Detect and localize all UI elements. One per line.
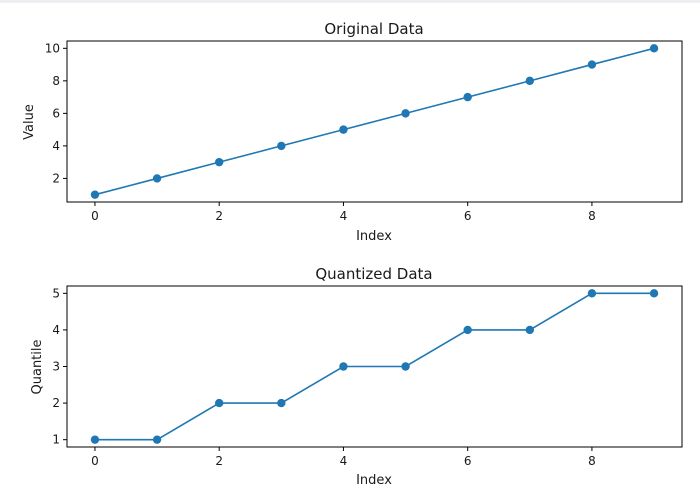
tick-group: 0 2 4 6 8 1 2 3 4 5 xyxy=(52,286,595,468)
data-point xyxy=(214,398,224,408)
tick-group: 0 2 4 6 8 2 4 6 8 10 xyxy=(45,41,596,223)
data-point xyxy=(587,60,597,69)
data-point xyxy=(90,190,100,199)
data-point xyxy=(90,435,100,444)
plot-frame xyxy=(66,285,683,448)
data-point xyxy=(401,362,410,371)
y-tick-label: 3 xyxy=(52,360,60,374)
data-point xyxy=(463,92,472,102)
y-tick-label: 4 xyxy=(52,139,60,153)
subplot-original: Original Data Index Value 0 2 4 6 8 2 4 6 8 10 xyxy=(22,20,683,244)
series-line xyxy=(94,47,655,196)
y-tick-label: 2 xyxy=(52,396,60,410)
x-axis-label: Index xyxy=(356,229,392,244)
data-point xyxy=(339,125,348,134)
y-axis-label: Value xyxy=(22,104,37,140)
x-tick-label: 2 xyxy=(215,454,223,468)
data-point xyxy=(649,289,659,298)
x-tick-label: 2 xyxy=(215,209,223,223)
data-point xyxy=(401,109,410,118)
series-group xyxy=(90,44,659,199)
data-point xyxy=(339,362,348,371)
y-tick-label: 4 xyxy=(52,323,60,337)
top-border-strip xyxy=(0,0,700,3)
y-axis-label: Quantile xyxy=(30,340,45,395)
x-tick-label: 0 xyxy=(91,209,99,223)
data-point xyxy=(152,435,162,444)
data-point xyxy=(277,398,286,408)
series-line xyxy=(94,292,655,441)
data-point xyxy=(277,141,286,151)
subplot-quantized: Quantized Data Index Quantile 0 2 4 6 8 1 2 3 4 5 xyxy=(30,265,683,488)
x-tick-label: 8 xyxy=(588,209,596,223)
data-point xyxy=(463,325,472,335)
y-tick-label: 1 xyxy=(52,433,60,447)
data-point xyxy=(587,289,597,298)
plot-frame xyxy=(66,40,683,203)
series-group xyxy=(90,289,659,444)
x-tick-label: 6 xyxy=(464,209,472,223)
x-axis-label: Index xyxy=(356,473,392,488)
x-tick-label: 6 xyxy=(464,454,472,468)
data-point xyxy=(152,174,162,183)
y-tick-label: 6 xyxy=(52,106,60,120)
data-point xyxy=(214,157,224,167)
x-tick-label: 4 xyxy=(340,454,348,468)
chart-title: Original Data xyxy=(324,20,423,38)
data-point xyxy=(649,44,659,53)
y-tick-label: 5 xyxy=(52,286,60,300)
data-point xyxy=(525,76,535,86)
y-tick-label: 2 xyxy=(52,171,60,185)
data-point xyxy=(525,325,535,335)
x-tick-label: 8 xyxy=(588,454,596,468)
y-tick-label: 10 xyxy=(45,41,60,55)
y-tick-label: 8 xyxy=(52,74,60,88)
chart-title: Quantized Data xyxy=(315,265,432,283)
x-tick-label: 4 xyxy=(340,209,348,223)
x-tick-label: 0 xyxy=(91,454,99,468)
